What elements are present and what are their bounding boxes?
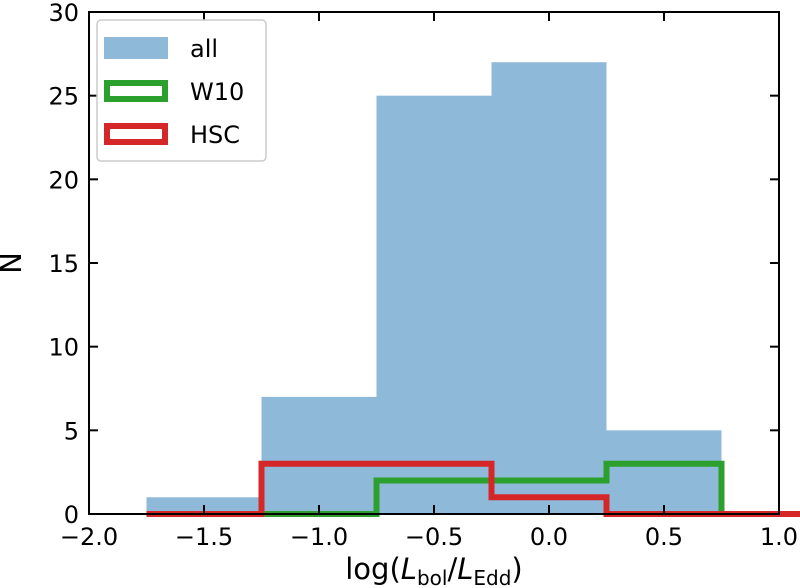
x-tick-label: 0.5 [645,523,683,551]
x-axis-label-num-sub: bol [417,566,448,588]
y-axis-label: N [0,252,28,274]
x-tick-label: −1.5 [175,523,233,551]
x-axis-label: log(Lbol/LEdd) [345,552,523,588]
x-tick-label: −2.0 [60,523,118,551]
legend-swatch-all [104,37,168,59]
legend-label-hsc: HSC [190,121,240,149]
x-tick-label: 1.0 [760,523,798,551]
x-tick-label: 0.0 [530,523,568,551]
y-tick-label: 25 [48,83,79,111]
legend: all W10 HSC [96,19,267,162]
bars-layer [146,62,722,515]
bar-all-3 [491,62,607,514]
x-axis-label-den-var: L [457,552,473,586]
legend-label-all: all [190,35,218,63]
y-tick-label: 5 [64,417,79,445]
bar-all-4 [606,430,722,514]
legend-label-w10: W10 [190,78,244,106]
legend-swatch-hsc [104,123,168,145]
x-tick-label: −0.5 [405,523,463,551]
legend-swatch-w10 [104,80,168,102]
x-axis-label-num-var: L [401,552,417,586]
y-tick-label: 15 [48,250,79,278]
bar-all-1 [261,396,377,514]
x-axis-label-sep: / [447,552,457,586]
x-axis-label-suffix: ) [511,552,522,586]
y-tick-label: 10 [48,334,79,362]
y-tick-label: 0 [64,501,79,529]
y-tick-label: 30 [48,0,79,27]
x-axis-label-prefix: log( [345,552,401,586]
x-axis-label-den-sub: Edd [473,566,511,588]
ticks-layer: −2.0 −1.5 −1.0 −0.5 0.0 0.5 1.0 0 5 10 15 20 25 30 [48,0,798,551]
bar-all-2 [376,95,492,515]
y-tick-label: 20 [48,166,79,194]
x-tick-label: −1.0 [290,523,348,551]
